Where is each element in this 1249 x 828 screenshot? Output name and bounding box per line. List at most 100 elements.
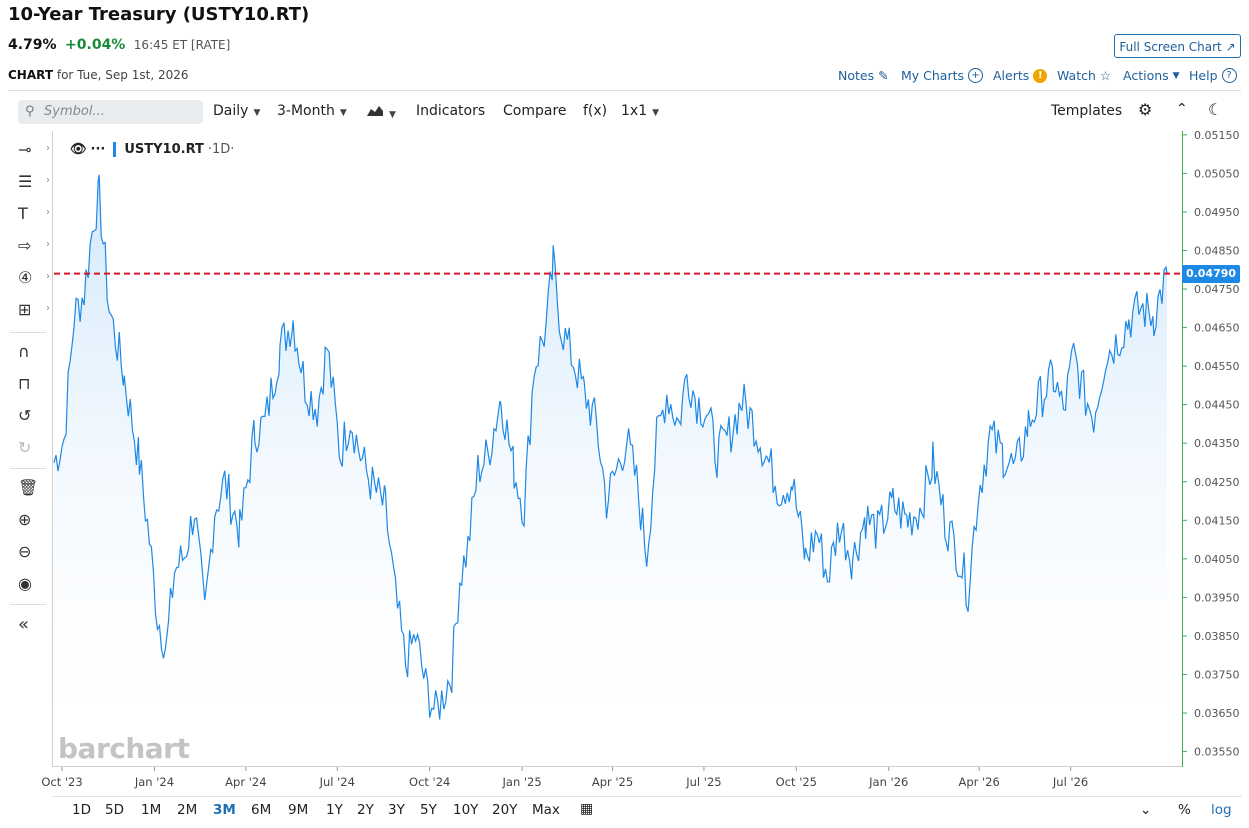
chart-type-dropdown[interactable]: ▼: [366, 103, 396, 121]
eye-icon[interactable]: ◉: [18, 574, 32, 593]
notes-link[interactable]: Notes ✎: [838, 68, 889, 83]
x-tick-label: Jul '25: [685, 775, 721, 789]
range-1y-button[interactable]: 1Y: [326, 802, 343, 818]
percent-toggle[interactable]: %: [1178, 802, 1191, 818]
barchart-watermark: barchart: [58, 732, 190, 765]
x-tick-label: Oct '25: [776, 775, 817, 789]
y-tick-label: 0.04750: [1194, 283, 1240, 296]
series-legend[interactable]: 👁 ··· USTY10.RT ·1D·: [70, 142, 234, 157]
fib-tool-icon[interactable]: ☰ ›: [18, 172, 50, 191]
chevron-right-icon: ›: [46, 207, 50, 218]
range-9m-button[interactable]: 9M: [288, 802, 309, 818]
y-tick-label: 0.04850: [1194, 244, 1240, 257]
undo-icon[interactable]: ↺: [18, 406, 32, 425]
chevron-down-icon: ▼: [339, 108, 347, 118]
chart-toolbar: ⚲ Symbol... Daily ▼ 3-Month ▼ ▼ Indicators…: [14, 98, 1242, 128]
y-tick-label: 0.05150: [1194, 129, 1240, 142]
quote-time: 16:45 ET [RATE]: [133, 38, 231, 52]
chevron-right-icon: ›: [46, 239, 50, 250]
templates-button[interactable]: Templates: [1051, 103, 1123, 119]
x-tick-label: Jul '24: [319, 775, 355, 789]
text-tool-icon[interactable]: T ›: [18, 204, 50, 223]
quote-line: 4.79% +0.04% 16:45 ET [RATE]: [8, 37, 230, 53]
zoom-out-icon[interactable]: ⊖: [18, 542, 32, 561]
collapse-left-icon[interactable]: «: [18, 614, 30, 635]
chevron-down-icon: ▼: [253, 108, 261, 118]
chevron-down-icon: ▼: [652, 108, 660, 118]
actions-menu[interactable]: Actions ▼: [1123, 68, 1180, 83]
log-toggle[interactable]: log: [1211, 802, 1232, 818]
help-link[interactable]: Help ?: [1189, 68, 1237, 83]
alerts-link[interactable]: Alerts !: [993, 68, 1048, 83]
edit-icon: ✎: [878, 68, 889, 83]
interval-dropdown[interactable]: Daily ▼: [213, 103, 260, 119]
range-2m-button[interactable]: 2M: [177, 802, 198, 818]
range-3y-button[interactable]: 3Y: [388, 802, 405, 818]
y-tick-label: 0.03650: [1194, 707, 1240, 720]
range-20y-button[interactable]: 20Y: [492, 802, 518, 818]
help-label: Help: [1189, 68, 1218, 83]
range-selector-bar: 1D 5D 1M 2M 3M 6M 9M 1Y 2Y 3Y 5Y 10Y 20Y Max ▦ ⌄ % lo…: [52, 796, 1242, 825]
y-tick-label: 0.04250: [1194, 476, 1240, 489]
period-label: 3-Month: [277, 103, 335, 119]
magnet-icon[interactable]: ∩: [18, 342, 30, 361]
drawing-tools-sidebar: ⊸ › ☰ › T › ⇨ › ④ › ⊞ › ∩ ⊓ ↺ ↻ 🗑 ⊕ ⊖ ◉ «: [0, 128, 52, 648]
range-1d-button[interactable]: 1D: [72, 802, 91, 818]
indicators-button[interactable]: Indicators: [416, 103, 486, 119]
x-tick-label: Apr '24: [225, 775, 266, 789]
tools-divider: [10, 468, 46, 469]
range-5y-button[interactable]: 5Y: [420, 802, 437, 818]
measure-tool-icon[interactable]: ⊞ ›: [18, 300, 50, 319]
line-tool-icon[interactable]: ⊸ ›: [18, 140, 50, 159]
interval-label: Daily: [213, 103, 249, 119]
more-icon[interactable]: ···: [90, 142, 106, 157]
double-chevron-down-icon[interactable]: ⌄: [1140, 802, 1152, 818]
range-max-button[interactable]: Max: [532, 802, 560, 818]
zoom-in-icon[interactable]: ⊕: [18, 510, 32, 529]
chevron-right-icon: ›: [46, 175, 50, 186]
price-axis-line: [1182, 131, 1183, 767]
counter-tool-icon[interactable]: ④ ›: [18, 268, 50, 287]
x-tick-label: Jul '26: [1052, 775, 1088, 789]
y-tick-label: 0.03550: [1194, 746, 1240, 759]
chart-date: for Tue, Sep 1st, 2026: [56, 68, 189, 82]
fx-button[interactable]: f(x): [583, 103, 608, 119]
lock-icon[interactable]: ⊓: [18, 374, 31, 393]
layout-dropdown[interactable]: 1x1 ▼: [621, 103, 659, 119]
redo-icon[interactable]: ↻: [18, 438, 32, 457]
range-6m-button[interactable]: 6M: [251, 802, 272, 818]
y-tick-label: 0.04550: [1194, 360, 1240, 373]
range-3m-button[interactable]: 3M: [213, 802, 236, 818]
notes-label: Notes: [838, 68, 875, 83]
chevron-down-icon: ▼: [389, 110, 396, 120]
y-tick-label: 0.03750: [1194, 668, 1240, 681]
y-tick-label: 0.05050: [1194, 167, 1240, 180]
chevron-right-icon: ›: [46, 271, 50, 282]
range-10y-button[interactable]: 10Y: [453, 802, 479, 818]
watch-link[interactable]: Watch ☆: [1057, 68, 1111, 83]
collapse-up-icon[interactable]: ⌃: [1176, 101, 1188, 117]
x-tick-label: Oct '23: [41, 775, 82, 789]
tools-divider: [10, 332, 46, 333]
period-dropdown[interactable]: 3-Month ▼: [277, 103, 347, 119]
question-icon: ?: [1221, 68, 1237, 83]
x-tick-label: Jan '26: [868, 775, 908, 789]
trash-icon[interactable]: 🗑: [18, 478, 39, 497]
tools-divider: [10, 604, 46, 605]
calendar-icon[interactable]: ▦: [580, 801, 594, 817]
range-2y-button[interactable]: 2Y: [357, 802, 374, 818]
area-chart-icon: [367, 106, 383, 116]
y-tick-label: 0.03850: [1194, 630, 1240, 643]
alert-icon: !: [1033, 68, 1048, 83]
compare-button[interactable]: Compare: [503, 103, 567, 119]
range-5d-button[interactable]: 5D: [105, 802, 124, 818]
range-1m-button[interactable]: 1M: [141, 802, 162, 818]
my-charts-link[interactable]: My Charts +: [901, 68, 984, 83]
eye-icon[interactable]: 👁: [70, 142, 87, 157]
arrow-tool-icon[interactable]: ⇨ ›: [18, 236, 50, 255]
dark-mode-icon[interactable]: ☾: [1208, 100, 1223, 119]
gear-icon[interactable]: ⚙: [1138, 100, 1153, 119]
symbol-search-input[interactable]: ⚲ Symbol...: [18, 100, 203, 124]
full-screen-chart-button[interactable]: Full Screen Chart ↗: [1114, 34, 1241, 58]
